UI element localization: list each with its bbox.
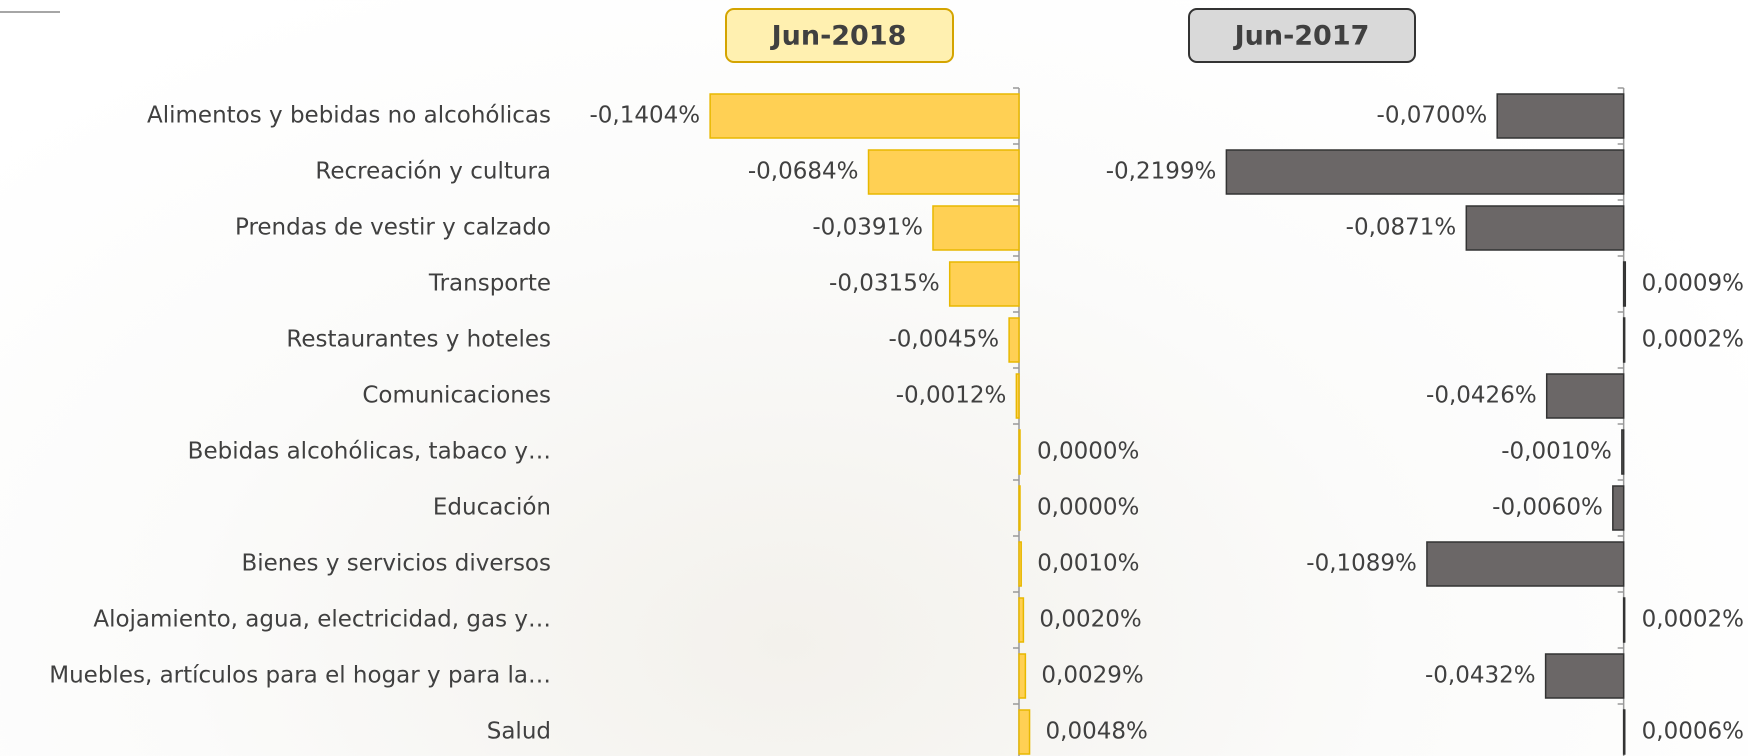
value-label: 0,0029% [1041, 663, 1143, 689]
value-label: -0,0315% [829, 271, 940, 297]
bar [1018, 541, 1022, 587]
bar [1612, 485, 1625, 531]
value-label: 0,0002% [1642, 327, 1744, 353]
bar [1496, 93, 1625, 139]
bar [1545, 373, 1625, 419]
value-label: -0,1089% [1306, 551, 1417, 577]
value-label: -0,0391% [812, 215, 923, 241]
value-label: -0,0012% [896, 383, 1007, 409]
bar [1018, 597, 1025, 643]
bar [1622, 261, 1627, 307]
category-label: Recreación y cultura [315, 159, 551, 185]
bar [709, 93, 1020, 139]
bar [1018, 485, 1021, 531]
value-label: 0,0010% [1037, 551, 1139, 577]
bar [1465, 205, 1625, 251]
value-label: -0,0700% [1377, 103, 1488, 129]
value-label: -0,0684% [748, 159, 859, 185]
bar [948, 261, 1020, 307]
value-label: -0,0432% [1425, 663, 1536, 689]
value-label: 0,0020% [1039, 607, 1141, 633]
category-label: Alojamiento, agua, electricidad, gas y… [93, 607, 551, 633]
category-label: Bienes y servicios diversos [241, 551, 551, 577]
bar [1225, 149, 1625, 195]
bar [932, 205, 1020, 251]
value-label: 0,0048% [1046, 719, 1148, 745]
chart-title: Jun-2017 [1233, 21, 1370, 52]
category-label: Transporte [428, 271, 551, 297]
value-label: -0,2199% [1106, 159, 1217, 185]
value-label: 0,0000% [1037, 439, 1139, 465]
value-label: 0,0000% [1037, 495, 1139, 521]
bar [1622, 597, 1626, 643]
title-box [725, 8, 954, 63]
title-box [1188, 8, 1416, 63]
value-label: 0,0006% [1642, 719, 1744, 745]
value-label: -0,0010% [1501, 439, 1612, 465]
chart-title: Jun-2018 [770, 21, 907, 52]
value-label: -0,0871% [1346, 215, 1457, 241]
bar [1622, 709, 1626, 755]
bar [1544, 653, 1625, 699]
bar [1426, 541, 1625, 587]
category-label: Restaurantes y hoteles [286, 327, 551, 353]
bar [1018, 709, 1031, 755]
value-label: 0,0002% [1642, 607, 1744, 633]
category-label: Prendas de vestir y calzado [235, 215, 551, 241]
bar [1622, 317, 1626, 363]
bar [1621, 429, 1625, 475]
category-label: Alimentos y bebidas no alcohólicas [147, 103, 551, 129]
bar [1018, 429, 1021, 475]
value-label: -0,0426% [1426, 383, 1537, 409]
bar [1018, 653, 1027, 699]
value-label: -0,0045% [888, 327, 999, 353]
bar [1008, 317, 1020, 363]
category-label: Muebles, artículos para el hogar y para … [49, 663, 551, 689]
value-label: 0,0009% [1642, 271, 1744, 297]
category-label: Comunicaciones [362, 383, 551, 409]
category-label: Bebidas alcohólicas, tabaco y… [188, 439, 551, 465]
bar [1015, 373, 1020, 419]
category-label: Salud [487, 719, 551, 745]
category-label: Educación [433, 495, 551, 521]
value-label: -0,0060% [1492, 495, 1603, 521]
value-label: -0,1404% [589, 103, 700, 129]
bar [867, 149, 1020, 195]
